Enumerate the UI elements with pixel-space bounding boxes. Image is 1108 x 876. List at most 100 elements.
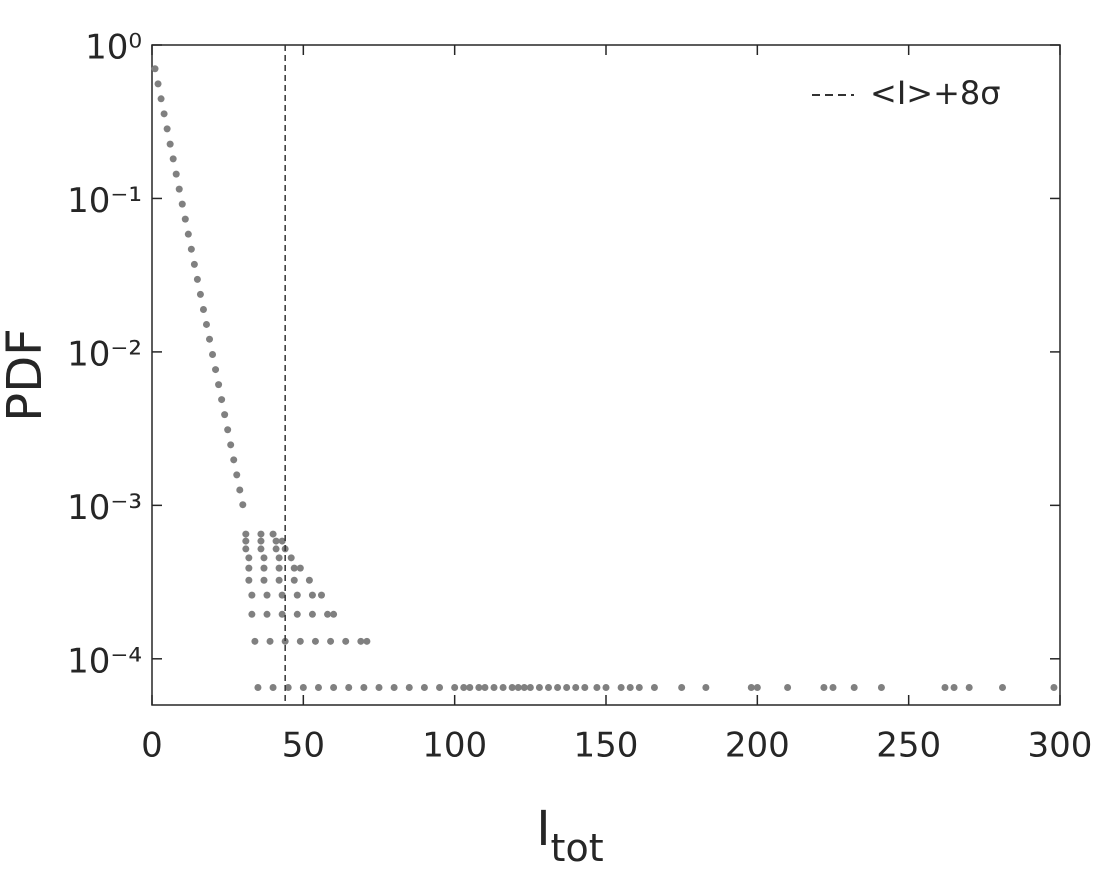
point [820,684,828,692]
x-axis-label: Itot [536,801,603,870]
point [308,610,316,618]
x-tick-label: 300 [1028,726,1093,766]
point [593,684,601,692]
point [327,637,335,645]
point [753,684,761,692]
point [245,564,253,572]
point [233,471,241,479]
point [535,684,543,692]
point [678,684,686,692]
point [254,684,262,692]
y-tick-label: 10⁻⁴ [67,641,142,681]
point [245,554,253,562]
point [275,564,283,572]
point [514,684,522,692]
x-tick-label: 50 [282,726,325,766]
point [278,610,286,618]
point [436,684,444,692]
point [363,637,371,645]
point [526,684,534,692]
point [784,684,792,692]
x-tick-label: 150 [574,726,639,766]
point [475,684,483,692]
point [245,576,253,584]
x-axis-label-main: I [536,801,550,857]
point [281,637,289,645]
point [260,554,268,562]
point [196,290,204,298]
point [357,637,365,645]
point [257,537,265,545]
point [314,684,322,692]
point [275,576,283,584]
point [617,684,625,692]
y-tick-label: 10⁻² [67,334,142,374]
point [266,637,274,645]
point [260,564,268,572]
point [257,530,265,538]
y-tick-label: 10⁻³ [67,488,142,528]
x-tick-label: 200 [725,726,790,766]
point [650,684,658,692]
point [278,591,286,599]
point [296,564,304,572]
point [199,305,207,313]
point [290,564,298,572]
point [284,684,292,692]
point [193,275,201,283]
point [272,545,280,553]
point [257,545,265,553]
point [230,456,238,464]
point [172,170,180,178]
point [420,684,428,692]
point [218,396,226,404]
y-tick-label: 10⁻¹ [67,181,142,221]
point [209,350,217,358]
point [544,684,552,692]
point [166,140,174,148]
point [747,684,755,692]
point [342,637,350,645]
point [293,610,301,618]
point [850,684,858,692]
point [151,65,159,73]
point [175,185,183,193]
point [163,125,171,133]
point [572,684,580,692]
point [296,637,304,645]
point [278,537,286,545]
point [169,155,177,163]
point [602,684,610,692]
point [317,591,325,599]
point [702,684,710,692]
point [405,684,413,692]
point [554,684,562,692]
point [499,684,507,692]
x-tick-label: 0 [141,726,163,766]
point [178,200,186,208]
point [293,591,301,599]
point [224,426,232,434]
point [248,610,256,618]
point [330,610,338,618]
point [287,554,295,562]
point [581,684,589,692]
point [239,501,247,509]
point [308,591,316,599]
point [187,245,195,253]
point [184,230,192,238]
point [390,684,398,692]
point [965,684,973,692]
point [299,684,307,692]
point [227,441,235,449]
point [460,684,468,692]
point [157,95,165,103]
point [290,576,298,584]
point [263,610,271,618]
point [275,554,283,562]
point [563,684,571,692]
point [324,610,332,618]
point [490,684,498,692]
point [330,684,338,692]
